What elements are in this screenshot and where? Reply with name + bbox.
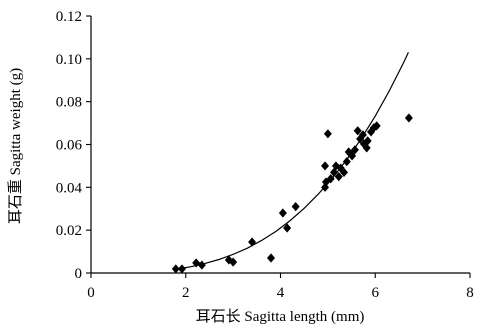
y-tick-label: 0 <box>75 266 83 282</box>
data-point <box>372 121 381 131</box>
y-axis-title: 耳石重 Sagitta weight (g) <box>7 68 24 224</box>
y-tick-label: 0.12 <box>56 9 82 25</box>
data-point <box>339 167 348 177</box>
data-point <box>366 127 375 137</box>
data-point <box>358 130 367 140</box>
data-point <box>291 202 300 212</box>
data-point <box>404 113 413 123</box>
data-points <box>171 113 413 274</box>
y-tick-label: 0.02 <box>56 223 82 239</box>
data-point <box>350 145 359 155</box>
data-point <box>283 223 292 233</box>
x-axis-title: 耳石长 Sagitta length (mm) <box>196 308 365 325</box>
data-point <box>321 161 330 171</box>
data-point <box>362 143 371 153</box>
y-tick-label: 0.10 <box>56 52 82 68</box>
data-point <box>348 151 357 161</box>
data-point <box>334 172 343 182</box>
y-tick-label: 0.08 <box>56 95 82 111</box>
data-point <box>323 129 332 139</box>
data-point <box>278 208 287 218</box>
data-point <box>326 174 335 184</box>
data-point <box>229 257 238 267</box>
data-point <box>342 157 351 167</box>
x-tick-label: 4 <box>277 285 285 301</box>
data-point <box>197 260 206 270</box>
fit-curve <box>176 52 409 270</box>
data-point <box>353 126 362 136</box>
data-point <box>363 136 372 146</box>
y-tick-label: 0.04 <box>56 180 83 196</box>
x-tick-label: 6 <box>372 285 380 301</box>
data-point <box>267 253 276 263</box>
x-tick-label: 2 <box>182 285 190 301</box>
x-tick-label: 8 <box>466 285 474 301</box>
y-tick-label: 0.06 <box>56 138 83 154</box>
data-point <box>177 264 186 274</box>
data-point <box>248 237 257 247</box>
data-point <box>171 264 180 274</box>
fit-curve-layer <box>176 52 409 270</box>
axis-ticks: 0 2 4 6 8 0 0.02 0.04 0.06 0.08 0.10 0.12 <box>56 9 474 301</box>
x-tick-label: 0 <box>87 285 95 301</box>
